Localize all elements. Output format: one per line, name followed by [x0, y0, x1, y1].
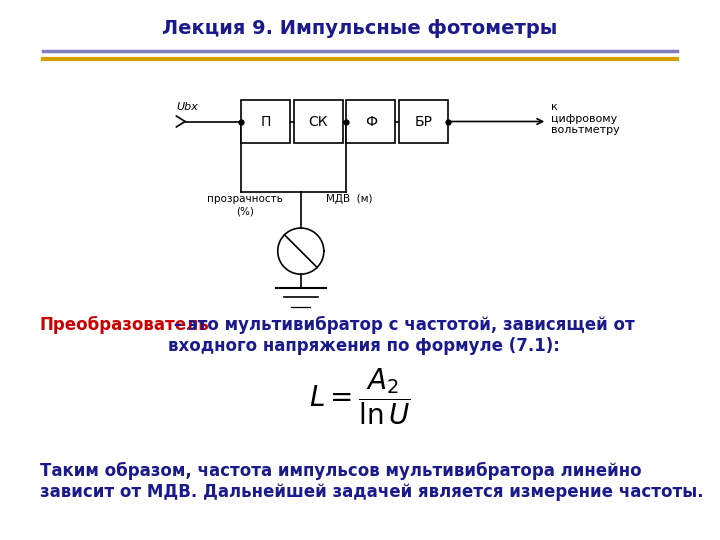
Bar — [346, 100, 395, 143]
Text: СК: СК — [308, 114, 328, 129]
Text: Лекция 9. Импульсные фотометры: Лекция 9. Импульсные фотометры — [162, 19, 558, 38]
Text: прозрачность
(%): прозрачность (%) — [207, 194, 283, 216]
Text: Ф: Ф — [365, 114, 377, 129]
Bar — [241, 100, 290, 143]
Text: $L = \dfrac{A_2}{\ln U}$: $L = \dfrac{A_2}{\ln U}$ — [309, 367, 411, 427]
Text: П: П — [261, 114, 271, 129]
Text: МДВ  (м): МДВ (м) — [326, 194, 373, 205]
Text: Преобразователь: Преобразователь — [40, 316, 210, 334]
Text: к
цифровому
вольтметру: к цифровому вольтметру — [551, 102, 619, 136]
Text: – это мультивибратор с частотой, зависящей от
входного напряжения по формуле (7.: – это мультивибратор с частотой, зависящ… — [168, 316, 634, 355]
Text: БР: БР — [415, 114, 433, 129]
Bar — [399, 100, 448, 143]
Text: Таким образом, частота импульсов мультивибратора линейно
зависит от МДВ. Дальней: Таким образом, частота импульсов мультив… — [40, 462, 703, 501]
Bar — [294, 100, 343, 143]
Text: Ubx: Ubx — [176, 102, 198, 112]
